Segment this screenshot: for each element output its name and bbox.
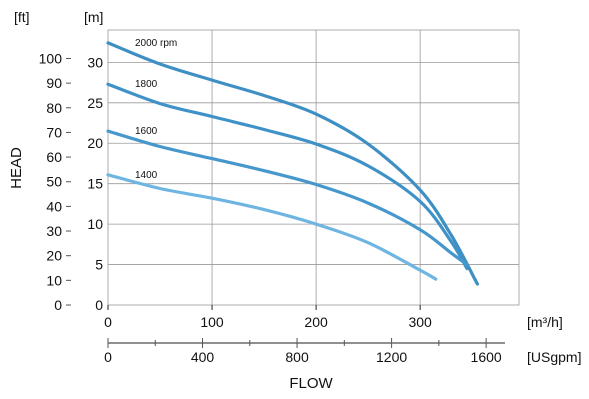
series-label: 1600 xyxy=(135,126,158,137)
x-tick-label-usgpm: 400 xyxy=(191,349,215,365)
curve-4 xyxy=(106,173,438,281)
y-tick-label-ft: 0 xyxy=(54,297,62,313)
plot-frame xyxy=(107,29,520,306)
y-tick-label-m: 30 xyxy=(87,54,103,70)
x-tick-label-m3h: 200 xyxy=(304,314,328,330)
curve-2 xyxy=(106,82,469,271)
curve-3 xyxy=(106,129,469,267)
y-axis-title: HEAD xyxy=(8,147,25,189)
y-tick-label-ft: 30 xyxy=(46,223,62,239)
x-tick-label-m3h: 100 xyxy=(200,314,224,330)
x-tick-label-usgpm: 1600 xyxy=(471,349,502,365)
performance-curves xyxy=(106,41,479,286)
y-tick-label-m: 5 xyxy=(95,257,103,273)
y-tick-label-m: 15 xyxy=(87,176,103,192)
y-tick-label-m: 10 xyxy=(87,216,103,232)
grid xyxy=(66,29,520,348)
x-tick-label-usgpm: 0 xyxy=(104,349,112,365)
x-axis-title: FLOW xyxy=(289,375,333,392)
y-tick-label-ft: 80 xyxy=(46,100,62,116)
x-tick-label-usgpm: 1200 xyxy=(376,349,407,365)
series-label: 1800 xyxy=(135,79,158,90)
y-tick-label-m: 20 xyxy=(87,135,103,151)
y-unit-m: [m] xyxy=(84,9,103,25)
y-tick-label-ft: 70 xyxy=(46,124,62,140)
y-tick-label-ft: 90 xyxy=(46,75,62,91)
y-tick-label-m: 25 xyxy=(87,95,103,111)
y-tick-label-m: 0 xyxy=(95,297,103,313)
series-label: 1400 xyxy=(135,170,158,181)
x-tick-label-m3h: 300 xyxy=(408,314,432,330)
x-tick-label-m3h: 0 xyxy=(104,314,112,330)
x-tick-label-usgpm: 800 xyxy=(285,349,309,365)
y-tick-label-ft: 50 xyxy=(46,174,62,190)
y-tick-label-ft: 20 xyxy=(46,248,62,264)
series-label: 2000 rpm xyxy=(135,38,177,49)
curve-1 xyxy=(106,41,479,286)
y-tick-label-ft: 40 xyxy=(46,198,62,214)
y-unit-ft: [ft] xyxy=(14,9,30,25)
x-unit-m3h: [m³/h] xyxy=(527,314,563,330)
y-tick-label-ft: 100 xyxy=(39,50,63,66)
y-tick-label-ft: 10 xyxy=(46,272,62,288)
y-tick-label-ft: 60 xyxy=(46,149,62,165)
x-unit-usgpm: [USgpm] xyxy=(527,349,581,365)
